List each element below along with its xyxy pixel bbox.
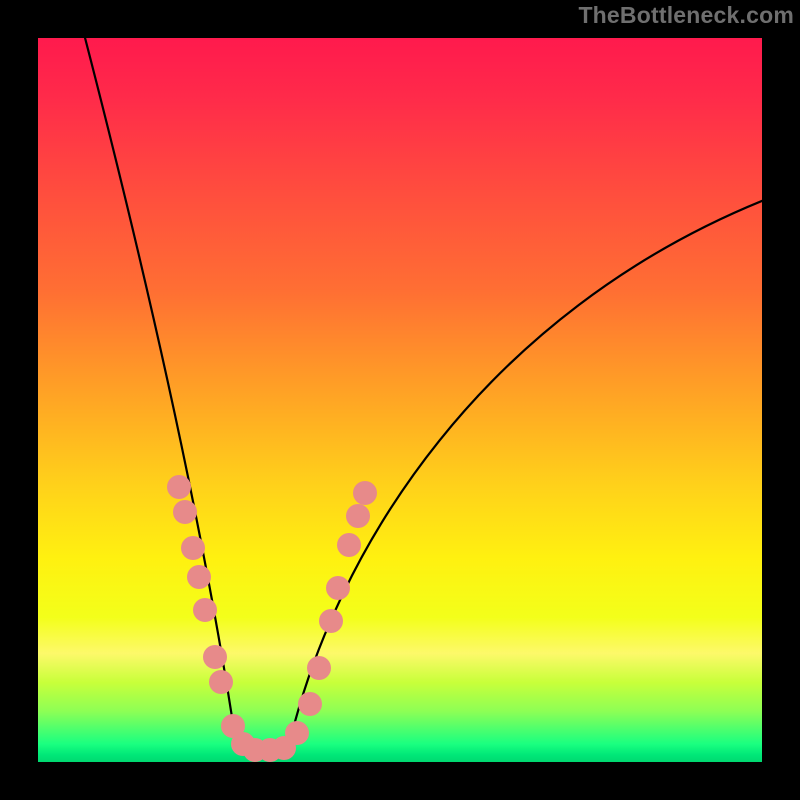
plot-frame	[34, 34, 766, 766]
watermark-text: TheBottleneck.com	[578, 2, 794, 29]
